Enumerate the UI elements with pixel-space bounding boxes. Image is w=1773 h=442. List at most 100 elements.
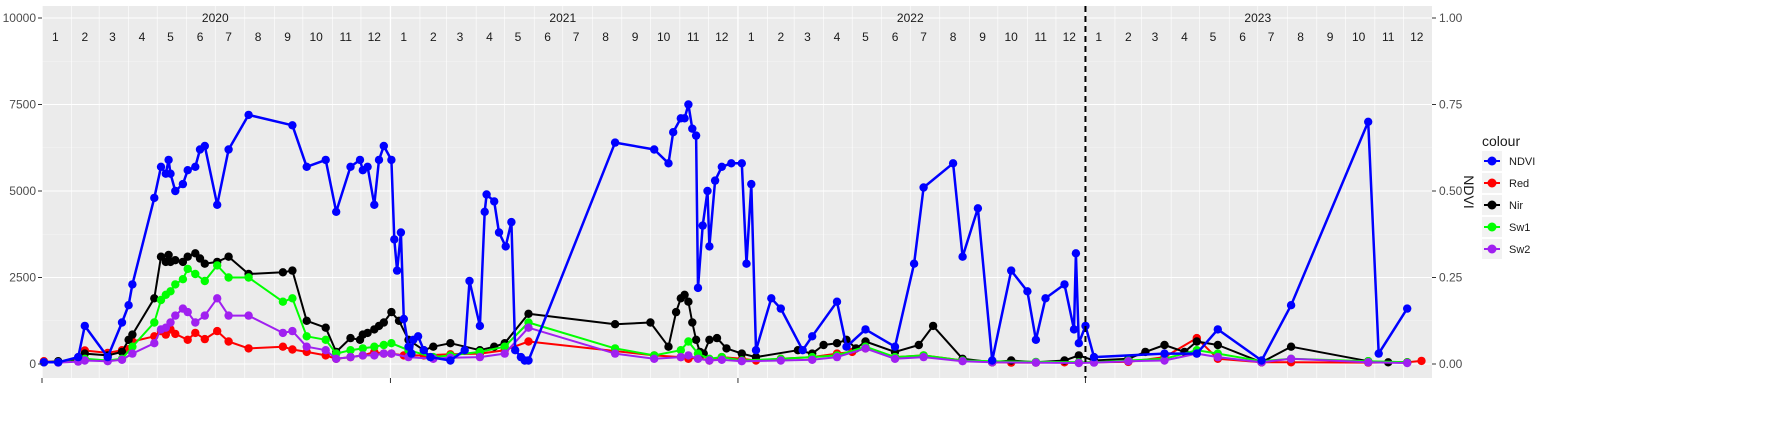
month-label: 11 — [1034, 30, 1047, 44]
tick-label-right: 0.50 — [1439, 184, 1463, 198]
point-ndvi — [460, 346, 469, 355]
point-ndvi — [404, 342, 413, 351]
point-ndvi — [610, 138, 620, 147]
month-label: 6 — [1239, 30, 1246, 44]
point-sw1 — [213, 261, 222, 270]
point-nir — [524, 309, 533, 318]
point-ndvi — [703, 186, 712, 196]
point-red — [288, 345, 297, 354]
point-red — [213, 326, 222, 336]
month-label: 4 — [139, 30, 146, 44]
point-sw1 — [244, 273, 253, 282]
month-label: 3 — [804, 30, 811, 44]
month-label: 8 — [950, 30, 957, 44]
point-ndvi — [691, 131, 701, 140]
point-sw1 — [321, 335, 330, 344]
point-ndvi — [80, 321, 90, 331]
month-label: 5 — [167, 30, 174, 44]
year-label: 2023 — [1244, 11, 1271, 25]
point-sw2 — [737, 357, 746, 366]
point-sw2 — [1286, 354, 1296, 363]
point-ndvi — [842, 342, 851, 351]
month-label: 2 — [1125, 30, 1132, 44]
point-nir — [646, 318, 655, 327]
point-nir — [928, 321, 938, 331]
point-ndvi — [973, 204, 983, 213]
point-sw1 — [370, 342, 379, 351]
point-ndvi — [747, 179, 756, 189]
point-ndvi — [1364, 117, 1373, 127]
point-sw2 — [693, 354, 703, 363]
point-nir — [224, 252, 233, 261]
point-ndvi — [346, 162, 355, 171]
month-label: 9 — [1327, 30, 1334, 44]
legend-item-ndvi: NDVI — [1482, 151, 1535, 171]
month-label: 11 — [339, 30, 352, 44]
tick-label-left: 0 — [29, 357, 36, 371]
point-nir — [288, 266, 297, 275]
point-sw1 — [224, 273, 233, 282]
point-nir — [117, 347, 127, 357]
point-sw2 — [776, 356, 785, 365]
point-sw2 — [610, 349, 620, 358]
month-label: 12 — [1410, 30, 1424, 44]
point-ndvi — [482, 190, 491, 199]
point-sw2 — [166, 318, 175, 327]
point-sw1 — [500, 342, 509, 351]
month-label: 1 — [52, 30, 59, 44]
month-label: 7 — [225, 30, 232, 44]
point-ndvi — [1041, 294, 1050, 303]
point-ndvi — [890, 342, 900, 351]
point-sw2 — [808, 355, 817, 364]
legend-key-point — [1487, 200, 1497, 210]
point-sw2 — [278, 328, 288, 338]
point-ndvi — [54, 358, 63, 367]
point-nir — [671, 307, 681, 317]
y-axis-right: 0.00 0.25 0.50 0.75 1.00 — [1432, 11, 1463, 371]
point-ndvi — [1286, 301, 1296, 310]
year-label: 2021 — [549, 11, 576, 25]
point-nir — [363, 328, 372, 338]
month-label: 9 — [979, 30, 986, 44]
point-sw2 — [358, 351, 367, 360]
point-nir — [278, 268, 288, 277]
point-nir — [183, 252, 192, 261]
point-sw2 — [387, 349, 396, 358]
point-sw2 — [302, 342, 311, 351]
point-ndvi — [1007, 266, 1016, 275]
point-ndvi — [407, 349, 416, 358]
point-sw2 — [213, 294, 222, 303]
point-ndvi — [490, 197, 499, 206]
point-ndvi — [511, 346, 520, 355]
point-ndvi — [117, 318, 127, 327]
series-layer — [39, 100, 1426, 368]
point-sw2 — [1031, 358, 1041, 367]
point-ndvi — [742, 259, 751, 268]
legend-item-red: Red — [1482, 173, 1529, 193]
point-sw2 — [1403, 358, 1412, 368]
point-ndvi — [958, 252, 967, 261]
legend-key-point — [1487, 156, 1497, 166]
month-label: 10 — [1352, 30, 1366, 44]
point-sw1 — [166, 287, 175, 296]
point-ndvi — [200, 141, 209, 151]
tick-label-left: 2500 — [9, 271, 36, 285]
point-sw2 — [191, 318, 200, 327]
point-ndvi — [150, 193, 159, 203]
month-label: 6 — [544, 30, 551, 44]
point-sw2 — [200, 311, 209, 320]
month-label: 6 — [197, 30, 204, 44]
point-sw2 — [475, 352, 485, 362]
month-label: 2 — [81, 30, 88, 44]
point-nir — [712, 333, 722, 343]
point-sw1 — [676, 346, 685, 355]
point-ndvi — [183, 166, 192, 175]
month-label: 2 — [430, 30, 437, 44]
point-sw1 — [183, 264, 192, 274]
month-label: 12 — [368, 30, 382, 44]
point-ndvi — [1257, 356, 1266, 365]
point-sw2 — [717, 355, 726, 364]
point-nir — [379, 318, 388, 327]
tick-label-right: 1.00 — [1439, 11, 1463, 25]
